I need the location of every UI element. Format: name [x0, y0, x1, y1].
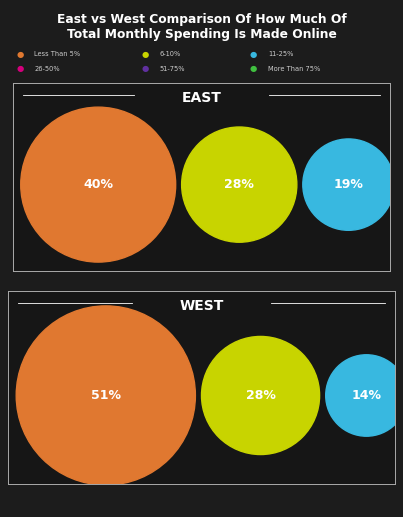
Circle shape	[182, 127, 297, 242]
Text: 51-75%: 51-75%	[159, 66, 185, 72]
Text: Less Than 5%: Less Than 5%	[34, 51, 80, 57]
Text: 51%: 51%	[91, 389, 121, 402]
Circle shape	[400, 155, 403, 215]
Text: More Than 75%: More Than 75%	[268, 66, 320, 72]
Text: 11-25%: 11-25%	[268, 51, 293, 57]
Text: ●: ●	[141, 64, 148, 73]
Text: 14%: 14%	[351, 389, 381, 402]
Text: 26-50%: 26-50%	[34, 66, 60, 72]
Text: ●: ●	[141, 50, 148, 59]
Text: East vs West Comparison Of How Much Of: East vs West Comparison Of How Much Of	[57, 13, 346, 26]
Circle shape	[326, 355, 403, 436]
Text: ●: ●	[250, 50, 257, 59]
Text: ●: ●	[250, 64, 257, 73]
Circle shape	[202, 337, 320, 454]
Text: 19%: 19%	[334, 178, 364, 191]
Circle shape	[303, 139, 394, 230]
Text: WEST: WEST	[179, 299, 224, 313]
Circle shape	[21, 107, 176, 262]
Text: 6-10%: 6-10%	[159, 51, 181, 57]
Text: ●: ●	[16, 50, 23, 59]
Text: 40%: 40%	[83, 178, 113, 191]
Text: 28%: 28%	[245, 389, 276, 402]
Text: 28%: 28%	[224, 178, 254, 191]
Text: Total Monthly Spending Is Made Online: Total Monthly Spending Is Made Online	[66, 28, 337, 41]
Text: ●: ●	[16, 64, 23, 73]
Text: EAST: EAST	[182, 90, 221, 104]
Circle shape	[16, 306, 195, 485]
